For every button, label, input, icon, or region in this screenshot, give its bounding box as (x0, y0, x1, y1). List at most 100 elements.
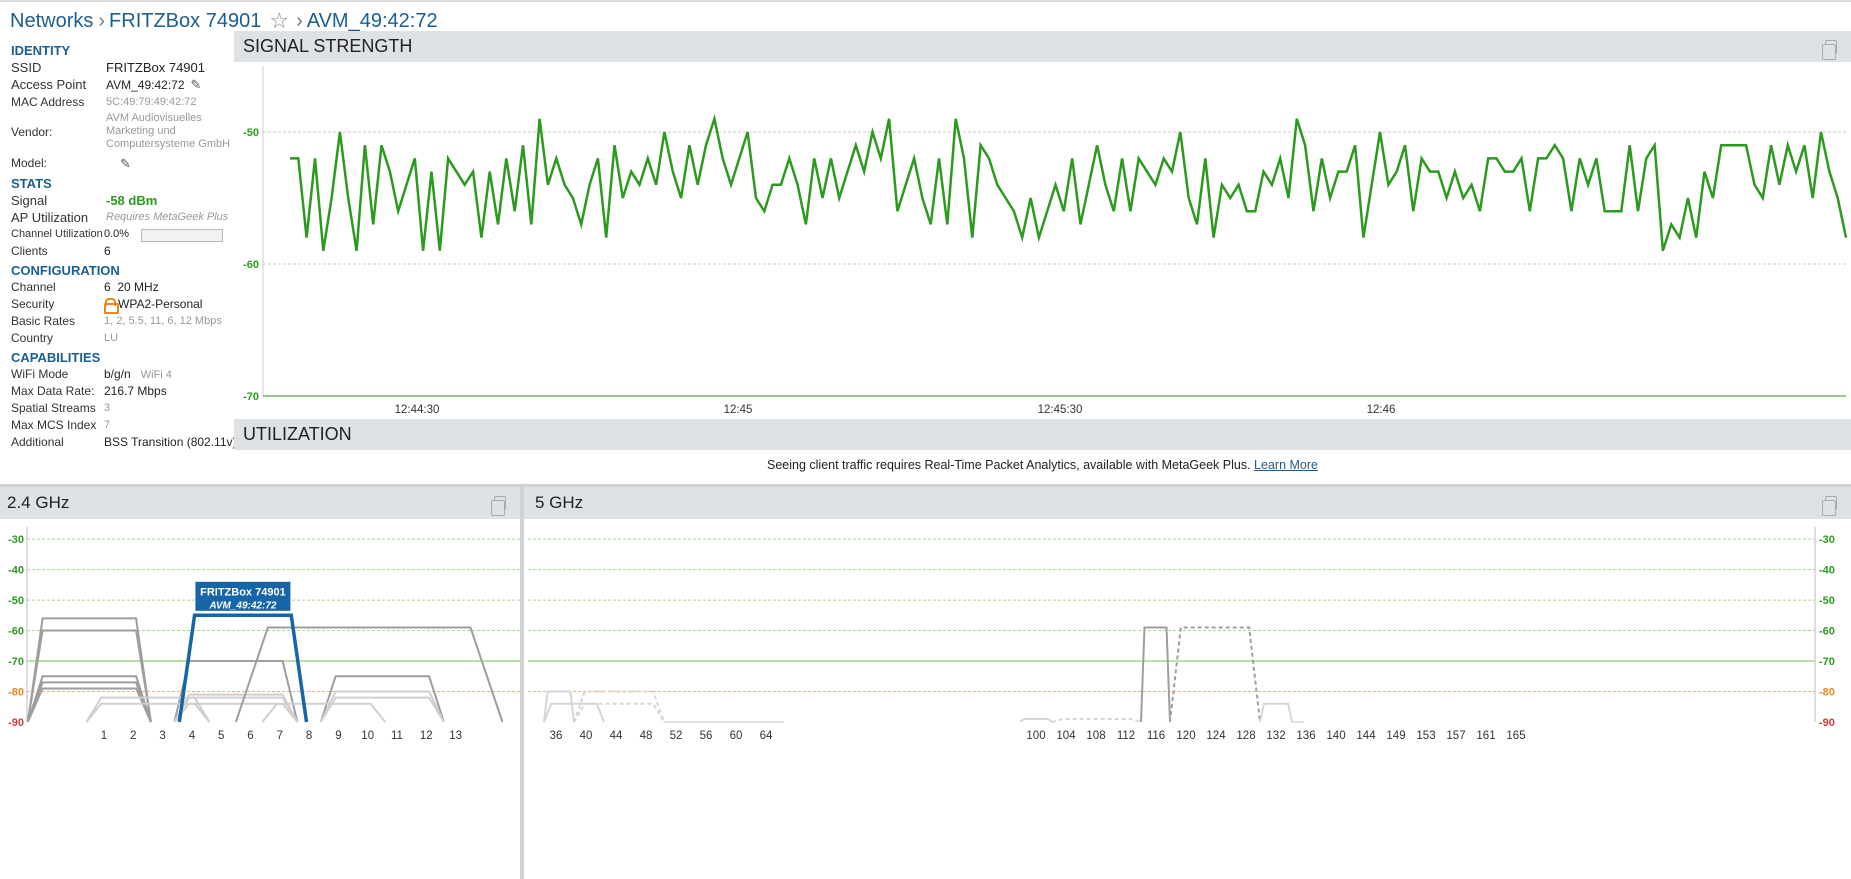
max-rate-value: 216.7 Mbps (104, 384, 167, 398)
x-tick-label: 60 (730, 730, 743, 742)
copy-icon[interactable] (491, 496, 506, 516)
channel-width: 20 MHz (117, 280, 159, 294)
copy-icon[interactable] (1822, 40, 1837, 60)
vendor-value: AVM Audiovisuelles Marketing und Compute… (106, 112, 231, 150)
ssid-label: SSID (11, 60, 42, 75)
top-border (0, 0, 1851, 2)
model-pencil-icon[interactable]: ✎ (120, 156, 131, 171)
learn-more-link[interactable]: Learn More (1254, 458, 1318, 472)
network-trace (173, 660, 299, 723)
network-trace (173, 696, 299, 723)
network-trace (319, 696, 445, 723)
breadcrumb-ssid[interactable]: FRITZBox 74901 (109, 9, 262, 32)
basic-rates-row: Basic Rates 1, 2, 5.5, 11, 6, 12 Mbps (11, 313, 273, 330)
wifi-mode-value: b/g/n WiFi 4 (104, 366, 172, 384)
x-tick-label: 104 (1056, 730, 1076, 742)
star-icon[interactable]: ☆ (269, 8, 290, 33)
y-tick-label: -50 (243, 127, 259, 139)
x-tick-label: 2 (130, 730, 136, 742)
y-tick-label: -30 (1819, 534, 1835, 546)
panel-divider[interactable] (0, 484, 1851, 487)
network-trace (85, 696, 211, 723)
model-row: Model: ✎ (11, 155, 273, 175)
capabilities-heading: CAPABILITIES (11, 350, 101, 365)
x-tick-label: 157 (1446, 730, 1465, 742)
mac-row: MAC Address 5C:49:79:49:42:72 (11, 94, 273, 111)
wifi-mode-row: WiFi Mode b/g/n WiFi 4 (11, 366, 273, 383)
additional-label: Additional (11, 435, 64, 449)
x-tick-label: 64 (760, 730, 773, 742)
security-value: WPA2-Personal (104, 296, 202, 314)
stats-heading: STATS (11, 176, 52, 191)
network-trace (543, 702, 605, 723)
network-trace (319, 690, 445, 723)
breadcrumb-ap[interactable]: AVM_49:42:72 (306, 9, 438, 32)
x-tick-label: 165 (1506, 730, 1525, 742)
network-trace (1051, 717, 1143, 723)
network-trace (319, 675, 445, 723)
y-tick-label: -80 (1819, 687, 1835, 699)
network-trace (1019, 717, 1053, 723)
x-tick-label: 153 (1416, 730, 1435, 742)
y-tick-label: -60 (8, 626, 24, 638)
y-tick-label: -40 (1819, 565, 1835, 577)
identity-heading: IDENTITY (11, 43, 71, 58)
network-trace (543, 690, 575, 723)
band-divider[interactable] (520, 487, 524, 879)
basic-rates-value: 1, 2, 5.5, 11, 6, 12 Mbps (104, 315, 222, 327)
network-trace (85, 702, 211, 723)
x-tick-label: 44 (610, 730, 623, 742)
network-trace (26, 617, 152, 723)
network-trace (573, 690, 665, 723)
x-tick-label: 100 (1026, 730, 1045, 742)
utilization-title: UTILIZATION (243, 424, 352, 444)
channel-value: 6 20 MHz (104, 279, 159, 296)
y-tick-label: -70 (243, 391, 259, 403)
x-tick-label: 13 (449, 730, 462, 742)
x-tick-label: 40 (580, 730, 593, 742)
x-tick-label: 136 (1296, 730, 1315, 742)
x-tick-label: 124 (1206, 730, 1226, 742)
signal-strength-title: SIGNAL STRENGTH (243, 36, 413, 56)
streams-value: 3 (104, 402, 111, 414)
additional-row: Additional BSS Transition (802.11v) (11, 434, 273, 451)
access-point-row: Access Point AVM_49:42:72 ✎ (11, 76, 273, 94)
y-tick-label: -50 (1819, 595, 1835, 607)
ap-util-row: AP Utilization Requires MetaGeek Plus (11, 209, 273, 226)
y-tick-label: -40 (8, 565, 24, 577)
x-tick-label: 8 (306, 730, 312, 742)
mcs-value: 7 (104, 419, 111, 431)
selected-network-trace (177, 613, 309, 723)
band-24-title: 2.4 GHz (7, 493, 70, 512)
lock-icon (104, 298, 119, 314)
y-tick-label: -60 (243, 259, 259, 271)
country-value: LU (104, 332, 119, 344)
y-tick-label: -60 (1819, 626, 1835, 638)
clients-value: 6 (104, 244, 111, 258)
pencil-icon[interactable]: ✎ (190, 77, 202, 92)
x-tick-label: 6 (247, 730, 253, 742)
basic-rates-label: Basic Rates (11, 314, 76, 328)
x-tick-label: 132 (1266, 730, 1285, 742)
x-tick-label: 12:45 (724, 404, 753, 416)
signal-value: -58 dBm (106, 193, 158, 208)
vendor-row: Vendor: AVM Audiovisuelles Marketing und… (11, 111, 273, 155)
x-tick-label: 140 (1326, 730, 1345, 742)
mac-label: MAC Address (11, 95, 85, 109)
y-tick-label: -50 (8, 595, 24, 607)
x-tick-label: 56 (700, 730, 713, 742)
network-trace (261, 702, 387, 723)
x-tick-label: 161 (1476, 730, 1495, 742)
breadcrumb-networks[interactable]: Networks (10, 9, 94, 32)
channel-util-label: Channel Utilization (11, 228, 103, 240)
copy-icon[interactable] (1822, 496, 1837, 516)
network-trace (1259, 702, 1293, 723)
signal-label: Signal (11, 193, 48, 208)
channel-graph-5ghz: -30 -40 -50 -60 -70 -80 -90 36 40 44 48 52 56 60 64 100… (528, 527, 1835, 742)
x-tick-label: 4 (189, 730, 196, 742)
tooltip-bssid: AVM_49:42:72 (208, 600, 277, 611)
network-trace (173, 693, 299, 723)
x-tick-label: 48 (640, 730, 653, 742)
access-point-label: Access Point (11, 77, 87, 92)
